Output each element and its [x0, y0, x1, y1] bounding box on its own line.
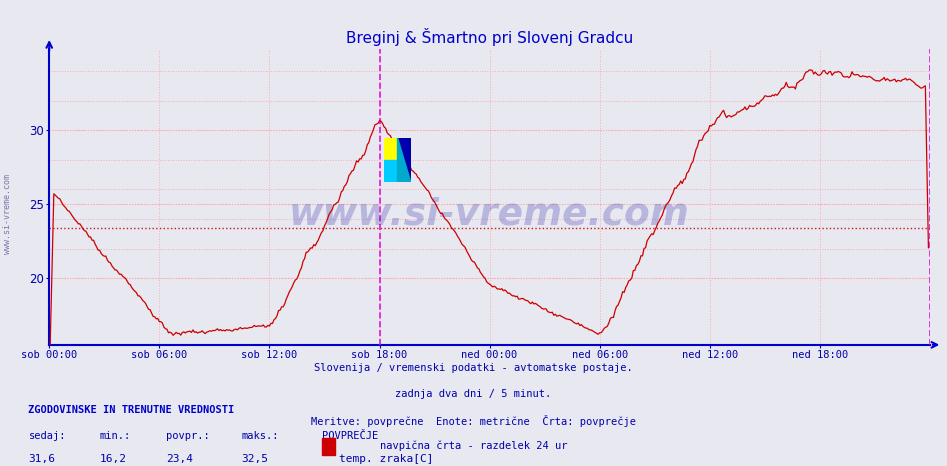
Text: zadnja dva dni / 5 minut.: zadnja dva dni / 5 minut. [396, 389, 551, 399]
Title: Breginj & Šmartno pri Slovenj Gradcu: Breginj & Šmartno pri Slovenj Gradcu [346, 28, 634, 47]
Text: sedaj:: sedaj: [28, 431, 66, 441]
Bar [398, 138, 411, 182]
Text: Slovenija / vremenski podatki - avtomatske postaje.: Slovenija / vremenski podatki - avtomats… [314, 363, 633, 373]
Text: www.si-vreme.com: www.si-vreme.com [289, 197, 690, 233]
Bar [384, 160, 398, 182]
Text: povpr.:: povpr.: [166, 431, 209, 441]
Text: temp. zraka[C]: temp. zraka[C] [339, 454, 434, 464]
Text: min.:: min.: [99, 431, 131, 441]
Text: 32,5: 32,5 [241, 454, 269, 464]
Polygon shape [398, 138, 411, 182]
Text: 31,6: 31,6 [28, 454, 56, 464]
Text: ZGODOVINSKE IN TRENUTNE VREDNOSTI: ZGODOVINSKE IN TRENUTNE VREDNOSTI [28, 405, 235, 415]
Text: maks.:: maks.: [241, 431, 279, 441]
Text: www.si-vreme.com: www.si-vreme.com [3, 174, 12, 254]
Text: 23,4: 23,4 [166, 454, 193, 464]
Bar [384, 138, 398, 160]
Text: POVPREČJE: POVPREČJE [322, 431, 378, 441]
Text: navpična črta - razdelek 24 ur: navpična črta - razdelek 24 ur [380, 440, 567, 451]
Text: 16,2: 16,2 [99, 454, 127, 464]
Text: Meritve: povprečne  Enote: metrične  Črta: povprečje: Meritve: povprečne Enote: metrične Črta:… [311, 415, 636, 427]
